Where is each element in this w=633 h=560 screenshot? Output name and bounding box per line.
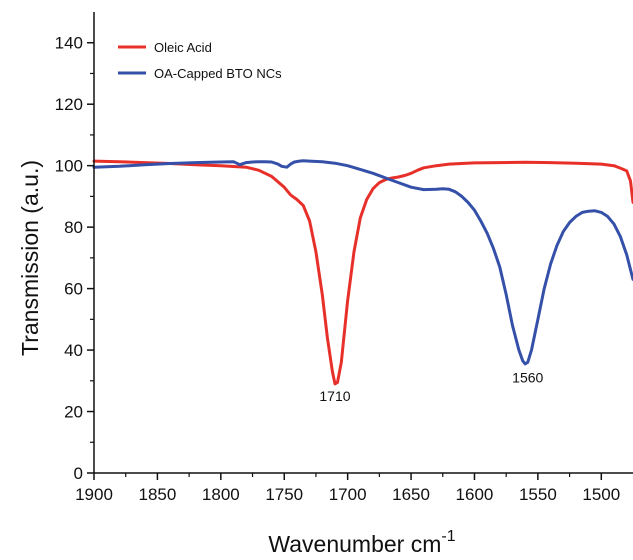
y-tick-label: 60 <box>64 280 83 299</box>
y-tick-label: 20 <box>64 403 83 422</box>
y-axis-ticks: 0 20 40 60 80 100 120 140 <box>55 34 94 483</box>
series-line-oleic-acid <box>92 159 633 386</box>
x-tick-label: 1700 <box>329 485 367 504</box>
x-axis-title-sup: -1 <box>441 528 455 545</box>
y-tick-label: 100 <box>55 157 83 176</box>
y-axis-title: Transmission (a.u.) <box>17 160 43 356</box>
series-line-oa-capped <box>92 159 633 366</box>
x-tick-label: 1900 <box>75 485 113 504</box>
peak-label: 1560 <box>512 369 543 385</box>
x-tick-label: 1800 <box>202 485 240 504</box>
x-tick-label: 1750 <box>265 485 303 504</box>
x-tick-label: 1500 <box>582 485 620 504</box>
x-tick-label: 1650 <box>392 485 430 504</box>
annotations: 1710 1560 <box>319 369 543 403</box>
x-axis-ticks: 1900 1850 1800 1750 1700 1650 1600 1550 1500 <box>75 473 620 504</box>
x-tick-label: 1600 <box>456 485 494 504</box>
legend-label-oleic-acid: Oleic Acid <box>154 40 212 55</box>
legend-label-oa-capped: OA-Capped BTO NCs <box>154 66 282 81</box>
x-tick-label: 1550 <box>519 485 557 504</box>
y-tick-label: 80 <box>64 218 83 237</box>
y-tick-label: 140 <box>55 34 83 53</box>
series-layer <box>92 159 633 386</box>
x-tick-label: 1850 <box>138 485 176 504</box>
x-axis-title-base: Wavenumber cm <box>268 531 441 557</box>
legend: Oleic Acid OA-Capped BTO NCs <box>118 40 282 81</box>
x-axis-title: Wavenumber cm-1 <box>268 528 455 557</box>
y-tick-label: 120 <box>55 95 83 114</box>
y-tick-label: 40 <box>64 341 83 360</box>
peak-label: 1710 <box>319 388 350 404</box>
y-tick-label: 0 <box>74 464 83 483</box>
